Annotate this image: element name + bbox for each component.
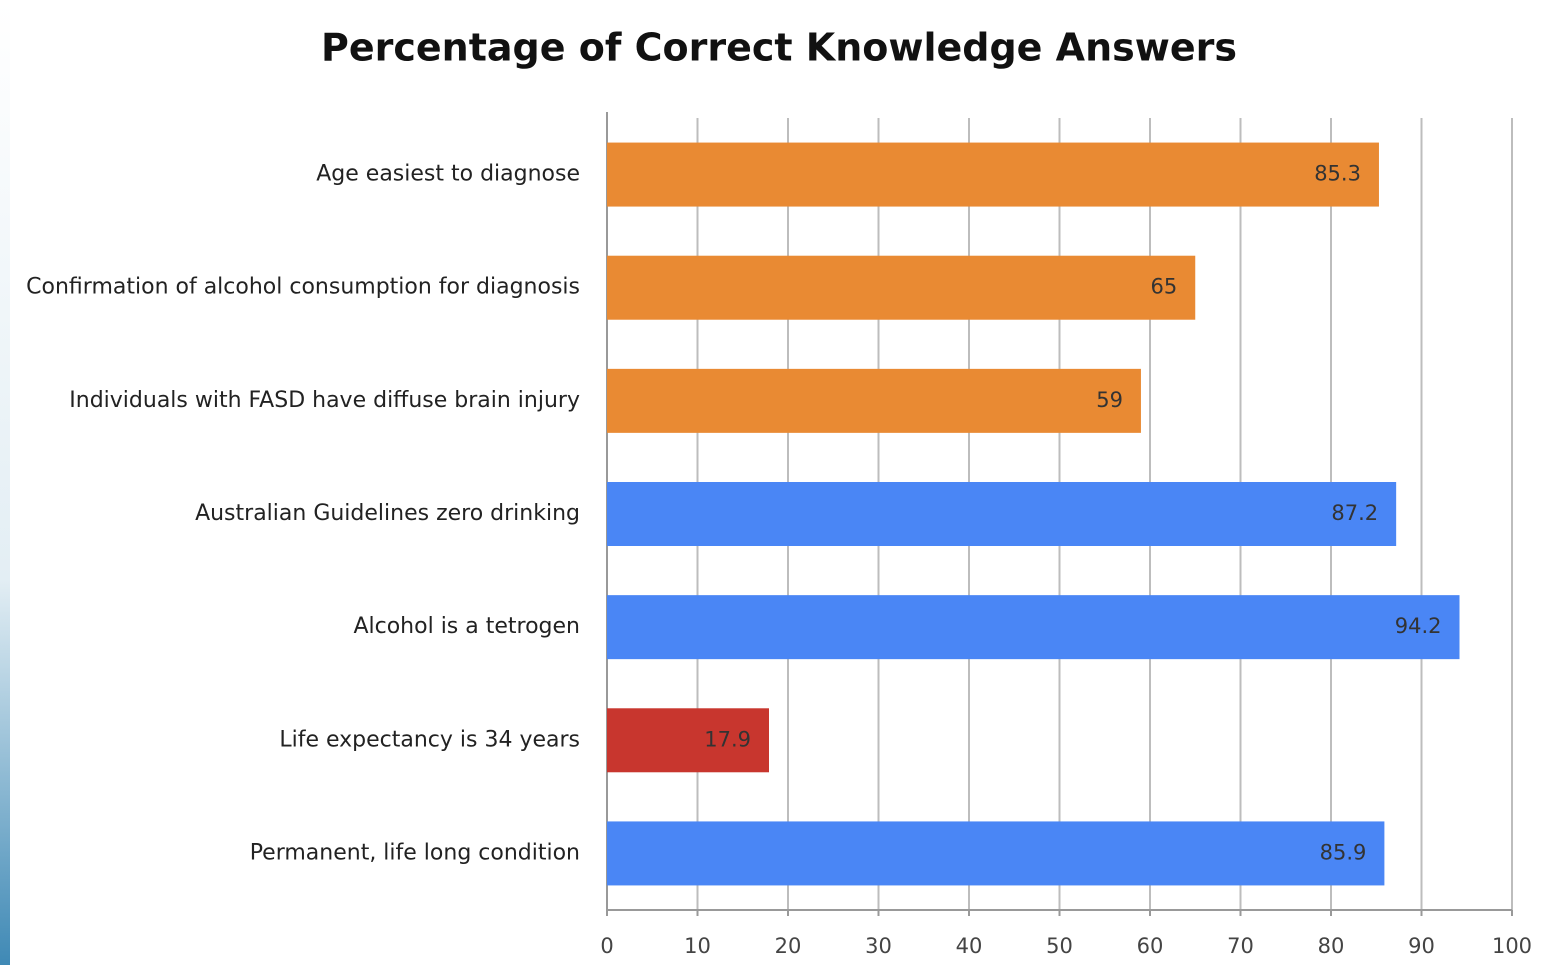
x-tick-label: 0 xyxy=(600,934,613,958)
chart-title: Percentage of Correct Knowledge Answers xyxy=(321,26,1237,70)
x-tick-label: 30 xyxy=(865,934,892,958)
data-label: 85.3 xyxy=(1314,162,1361,186)
y-tick-label: Confirmation of alcohol consumption for … xyxy=(26,275,580,300)
y-tick-label: Alcohol is a tetrogen xyxy=(353,614,580,639)
edge-decoration xyxy=(0,0,10,965)
data-label: 85.9 xyxy=(1320,840,1367,864)
data-label: 59 xyxy=(1096,388,1123,412)
x-tick-label: 40 xyxy=(956,934,983,958)
bar xyxy=(607,482,1397,546)
y-tick-label: Australian Guidelines zero drinking xyxy=(195,501,580,526)
bar xyxy=(607,821,1385,886)
bar xyxy=(607,255,1196,320)
x-tick-label: 60 xyxy=(1137,934,1164,958)
x-tick-label: 20 xyxy=(775,934,802,958)
data-label: 65 xyxy=(1151,275,1178,299)
x-tick-label: 80 xyxy=(1318,934,1345,958)
data-label: 87.2 xyxy=(1331,501,1378,525)
bar xyxy=(607,368,1141,433)
bar xyxy=(607,142,1379,207)
y-tick-label: Life expectancy is 34 years xyxy=(279,727,580,752)
y-tick-label: Age easiest to diagnose xyxy=(316,162,580,187)
bar xyxy=(607,708,769,773)
x-tick-label: 50 xyxy=(1046,934,1073,958)
data-label: 94.2 xyxy=(1395,614,1442,638)
data-label: 17.9 xyxy=(704,727,751,751)
x-tick-label: 10 xyxy=(684,934,711,958)
x-tick-label: 70 xyxy=(1227,934,1254,958)
x-tick-label: 100 xyxy=(1492,934,1532,958)
x-tick-label: 90 xyxy=(1408,934,1435,958)
bar xyxy=(607,595,1460,660)
y-tick-label: Individuals with FASD have diffuse brain… xyxy=(69,388,580,413)
y-tick-label: Permanent, life long condition xyxy=(250,840,580,865)
